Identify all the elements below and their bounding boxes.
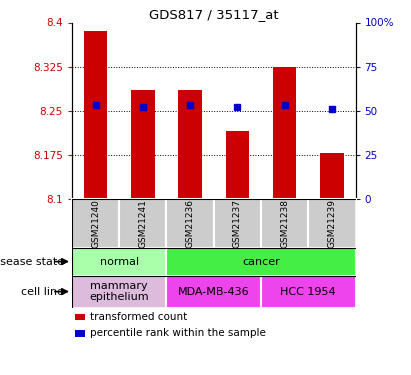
Text: GSM21237: GSM21237 (233, 199, 242, 248)
Text: transformed count: transformed count (90, 312, 187, 322)
Bar (320, 153, 344, 199)
Bar (119, 199, 166, 248)
Text: GSM21239: GSM21239 (328, 199, 336, 248)
Title: GDS817 / 35117_at: GDS817 / 35117_at (149, 8, 279, 21)
Text: HCC 1954: HCC 1954 (280, 286, 336, 297)
Bar (226, 131, 249, 199)
Bar (72, 276, 166, 308)
Bar (166, 199, 214, 248)
Text: mammary
epithelium: mammary epithelium (89, 281, 149, 302)
Text: cancer: cancer (242, 256, 280, 267)
Text: GSM21236: GSM21236 (186, 199, 194, 248)
Text: cell line: cell line (21, 286, 64, 297)
Bar (261, 199, 308, 248)
Bar (166, 248, 356, 276)
Text: GSM21238: GSM21238 (280, 199, 289, 248)
Bar (178, 90, 202, 199)
Text: disease state: disease state (0, 256, 64, 267)
Bar (214, 199, 261, 248)
Bar (308, 199, 356, 248)
Bar (75, 330, 85, 337)
Bar (261, 276, 356, 308)
Text: percentile rank within the sample: percentile rank within the sample (90, 328, 266, 338)
Bar (72, 248, 166, 276)
Text: normal: normal (99, 256, 139, 267)
Bar (84, 32, 107, 199)
Text: MDA-MB-436: MDA-MB-436 (178, 286, 249, 297)
Text: GSM21240: GSM21240 (91, 199, 100, 248)
Bar (72, 199, 119, 248)
Bar (273, 67, 296, 199)
Bar (75, 314, 85, 320)
Text: GSM21241: GSM21241 (139, 199, 147, 248)
Bar (166, 276, 261, 308)
Bar (131, 90, 155, 199)
